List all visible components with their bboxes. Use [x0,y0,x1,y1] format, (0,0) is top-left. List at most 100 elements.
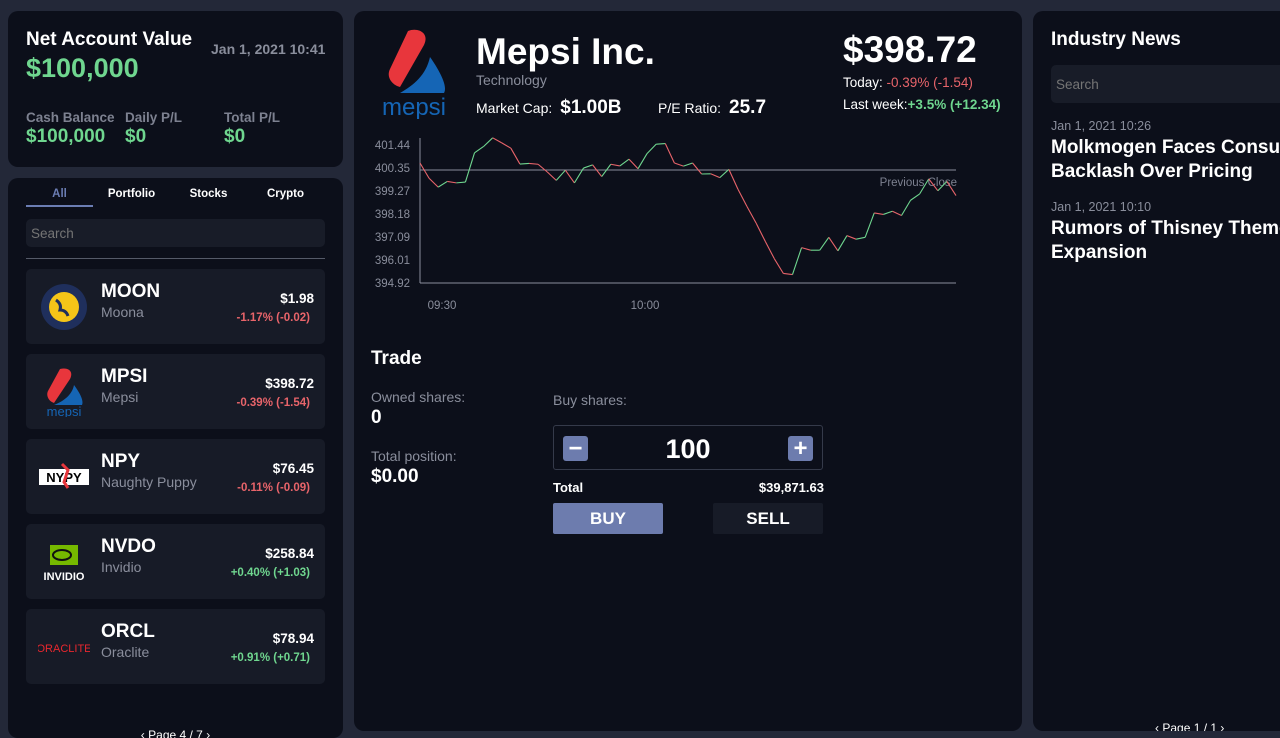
next-page-icon[interactable]: › [203,728,210,738]
asset-name: Naughty Puppy [101,474,197,490]
quantity-input[interactable]: 100 [554,434,822,465]
price-line-segment [529,163,538,164]
news-item[interactable]: Jan 1, 2021 10:26 Molkmogen Faces Consume… [1051,119,1280,184]
label: Daily P/L [125,110,182,125]
price-line-segment [711,174,720,178]
account-summary: Net Account Value Jan 1, 2021 10:41 $100… [8,11,343,167]
price-line-segment [838,236,847,251]
price-line-segment [584,165,593,168]
price-line-segment [465,153,474,182]
price-line-segment [493,138,502,143]
tab-crypto[interactable]: Crypto [247,188,324,207]
price-line-segment [892,211,901,215]
asset-symbol: NVDO [101,536,156,558]
divider [26,258,325,259]
y-tick-label: 396.01 [375,255,410,267]
label: Cash Balance [26,110,115,125]
mepsi-logo: mepsi [38,367,90,417]
total-value: $39,871.63 [753,480,824,495]
label: Today: [843,75,883,90]
sell-button[interactable]: SELL [713,503,823,534]
next-page-icon[interactable]: › [1217,721,1224,731]
news-date: Jan 1, 2021 10:26 [1051,119,1280,133]
trade-title: Trade [371,348,422,370]
daily-pl: Daily P/L$0 [125,110,182,148]
mepsi-logo: mepsi [378,27,450,119]
label: P/E Ratio: [658,100,721,116]
label: Last week: [843,97,908,112]
tab-stocks[interactable]: Stocks [170,188,247,207]
y-tick-label: 397.09 [375,232,410,244]
tab-all[interactable]: All [26,188,93,207]
news-pager: ‹ Page 1 / 1 › [1155,721,1224,731]
price-line-segment [693,163,702,174]
price-line-segment [438,181,447,187]
price-line-segment [674,163,683,166]
price-line-segment [774,259,783,274]
price-line-segment [620,159,629,166]
asset-price: $1.98 [280,291,314,306]
price-line-segment [565,170,574,183]
price-line-segment [911,194,920,200]
svg-text:ORACLITE: ORACLITE [38,643,90,655]
asset-name: Oraclite [101,644,149,660]
value: -0.39% (-1.54) [887,75,973,90]
pe-ratio: P/E Ratio: 25.7 [658,97,766,119]
company-sector: Technology [476,72,547,88]
price-line-segment [738,189,747,206]
price-line-segment [856,237,865,239]
asset-pager: ‹ Page 4 / 7 › [8,728,343,738]
news-headline[interactable]: Rumors of Thisney Theme Park Expansion [1051,217,1280,265]
svg-text:mepsi: mepsi [382,94,446,119]
news-item[interactable]: Jan 1, 2021 10:10 Rumors of Thisney Theme… [1051,200,1280,265]
news-date: Jan 1, 2021 10:10 [1051,200,1280,214]
total-label: Total [553,480,583,495]
page-indicator: Page 1 / 1 [1162,721,1217,731]
buy-button[interactable]: BUY [553,503,663,534]
price-line-segment [647,144,656,153]
value: 25.7 [729,97,766,118]
owned-shares-label: Owned shares: [371,389,465,405]
value: $0 [224,126,280,148]
price-line-segment [802,248,811,251]
stock-detail-panel: mepsi Mepsi Inc. Technology Market Cap: $… [354,11,1022,731]
news-search-input[interactable] [1051,65,1280,103]
price-line-segment [638,153,647,168]
moon-logo [38,282,90,332]
increment-button[interactable]: + [788,436,813,461]
asset-symbol: NPY [101,451,140,473]
asset-change: -0.39% (-1.54) [236,397,310,409]
last-week-change: Last week:+3.5% (+12.34) [843,97,1001,112]
asset-list-item[interactable]: MOON Moona $1.98 -1.17% (-0.02) [26,269,325,344]
stock-price: $398.72 [843,29,977,71]
asset-list-item[interactable]: ORACLITE ORCL Oraclite $78.94 +0.91% (+0… [26,609,325,684]
value: $1.00B [560,97,621,118]
asset-list-item[interactable]: NYPY NPY Naughty Puppy $76.45 -0.11% (-0… [26,439,325,514]
net-account-value: $100,000 [26,53,325,84]
value: $0 [125,126,182,148]
price-line-segment [538,164,547,172]
tab-portfolio[interactable]: Portfolio [93,188,170,207]
asset-search-input[interactable] [26,219,325,247]
price-line-segment [783,273,792,274]
price-line-segment [756,223,765,241]
value: $100,000 [26,126,115,148]
asset-price: $76.45 [273,461,314,476]
label: Market Cap: [476,100,552,116]
price-line-segment [820,237,829,250]
price-chart: 401.44400.35399.27398.18397.09396.01394.… [354,131,1022,331]
prev-page-icon[interactable]: ‹ [1155,721,1162,731]
price-line-segment [901,200,910,215]
price-line-segment [547,172,556,180]
asset-price: $398.72 [265,376,314,391]
value: +3.5% (+12.34) [908,97,1001,112]
price-line-segment [720,169,729,177]
news-headline[interactable]: Molkmogen Faces Consumer Backlash Over P… [1051,136,1280,184]
price-line-segment [665,144,674,163]
asset-list-item[interactable]: INVIDIO NVDO Invidio $258.84 +0.40% (+1.… [26,524,325,599]
company-name: Mepsi Inc. [476,31,655,73]
asset-symbol: MOON [101,281,160,303]
asset-list-item[interactable]: mepsi MPSI Mepsi $398.72 -0.39% (-1.54) [26,354,325,429]
quantity-stepper: − 100 + [553,425,823,470]
prev-page-icon[interactable]: ‹ [141,728,148,738]
